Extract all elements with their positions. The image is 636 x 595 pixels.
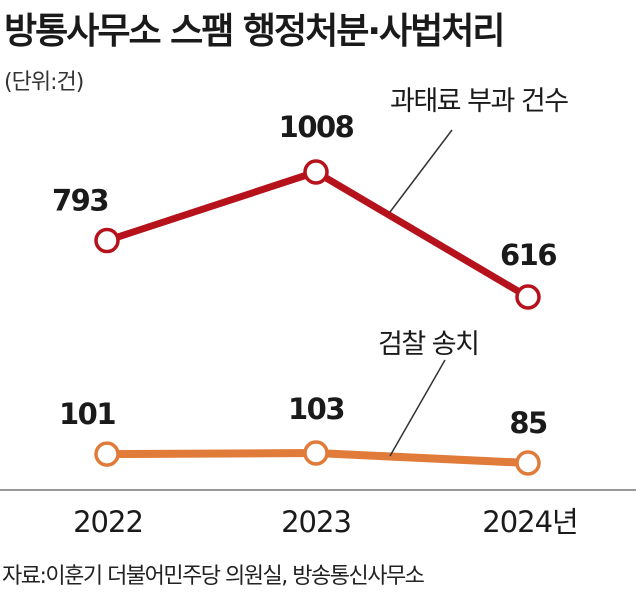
unit-label: (단위:건) — [4, 70, 84, 95]
label-leader-s1 — [389, 359, 446, 457]
series-0: 793 1008 616 — [52, 110, 558, 310]
data-point-s1-2 — [515, 450, 541, 476]
data-label-s0-2: 616 — [500, 238, 556, 272]
x-tick-2: 2024년 — [482, 505, 577, 539]
data-point-s0-0 — [94, 227, 120, 254]
data-point-s1-1 — [303, 440, 329, 466]
series-label-s0: 과태료 부과 건수 — [390, 86, 568, 117]
data-label-s1-0: 101 — [59, 397, 115, 431]
data-point-s1-0 — [94, 441, 120, 467]
data-label-s1-1: 103 — [288, 392, 344, 426]
source-note: 자료:이훈기 더불어민주당 의원실, 방송통신사무소 — [2, 564, 425, 589]
data-label-s0-0: 793 — [52, 184, 108, 218]
series-1: 101 103 85 — [59, 392, 548, 476]
x-tick-1: 2023 — [281, 505, 351, 539]
label-leader-s0 — [389, 129, 453, 213]
series-label-s1: 검찰 송치 — [378, 329, 478, 360]
data-label-s0-1: 1008 — [279, 110, 354, 144]
data-point-s0-2 — [515, 284, 541, 310]
x-tick-0: 2022 — [73, 505, 143, 539]
series-line-0 — [105, 168, 530, 301]
data-point-s0-1 — [303, 159, 329, 185]
chart-title: 방통사무소 스팸 행정처분·사법처리 — [4, 11, 506, 52]
data-label-s1-2: 85 — [509, 406, 547, 440]
